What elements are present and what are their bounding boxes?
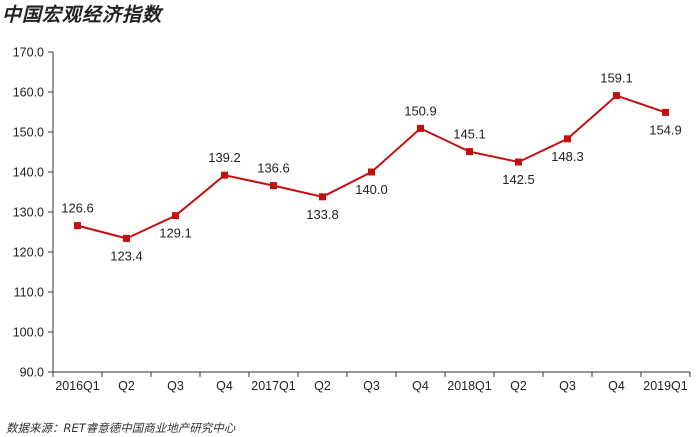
x-tick-label: Q3 xyxy=(559,379,576,393)
y-tick-label: 140.0 xyxy=(13,166,44,180)
data-point xyxy=(515,158,522,166)
data-label: 148.3 xyxy=(551,149,584,164)
y-tick-labels: 90.0 100.0 110.0 120.0 130.0 140.0 150.0 160.0 1… xyxy=(13,46,44,380)
x-tick-label: Q3 xyxy=(167,379,184,393)
data-point xyxy=(466,148,473,156)
data-point xyxy=(74,222,81,230)
x-tick-label: Q2 xyxy=(314,379,331,393)
y-tick-label: 120.0 xyxy=(13,246,44,260)
data-label: 129.1 xyxy=(159,226,192,241)
data-point xyxy=(123,234,130,242)
x-tick-label: Q2 xyxy=(118,379,135,393)
data-point xyxy=(368,168,375,176)
data-label: 154.9 xyxy=(649,122,682,137)
chart-title: 中国宏观经济指数 xyxy=(2,4,163,26)
data-label: 140.0 xyxy=(355,182,388,197)
x-tick-label: 2016Q1 xyxy=(55,379,100,393)
data-markers xyxy=(74,92,669,242)
series-line-path xyxy=(77,94,666,240)
data-label: 150.9 xyxy=(404,103,437,118)
data-label: 133.8 xyxy=(306,207,339,222)
data-label: 159.1 xyxy=(600,71,633,86)
data-labels: 126.6 123.4 129.1 139.2 136.6 133.8 140.0 150.9… xyxy=(61,71,682,264)
x-tick-label: Q4 xyxy=(412,379,429,393)
data-label: 126.6 xyxy=(61,201,94,216)
data-point xyxy=(172,212,179,220)
x-tick-labels: 2016Q1 Q2 Q3 Q4 2017Q1 Q2 Q3 Q4 2018Q1 Q2 Q3 Q4 2019… xyxy=(55,379,688,393)
y-tick-label: 170.0 xyxy=(13,46,44,60)
y-tick-label: 100.0 xyxy=(13,326,44,340)
data-point xyxy=(270,182,277,190)
y-tick-label: 160.0 xyxy=(13,86,44,100)
data-label: 142.5 xyxy=(502,172,535,187)
y-tick-label: 130.0 xyxy=(13,206,44,220)
data-label: 123.4 xyxy=(110,248,143,263)
y-tick-label: 90.0 xyxy=(20,366,44,380)
x-tick-label: Q4 xyxy=(216,379,233,393)
data-label: 139.2 xyxy=(208,150,241,165)
x-tick-label: 2019Q1 xyxy=(643,379,688,393)
x-tick-label: 2018Q1 xyxy=(447,379,492,393)
y-tick-label: 150.0 xyxy=(13,126,44,140)
data-point xyxy=(613,92,620,100)
x-tick-label: Q2 xyxy=(510,379,527,393)
x-tick-label: Q4 xyxy=(608,379,625,393)
data-label: 136.6 xyxy=(257,161,290,176)
data-point xyxy=(221,171,228,179)
y-tick-label: 110.0 xyxy=(14,286,44,300)
x-tick-label: 2017Q1 xyxy=(251,379,296,393)
data-point xyxy=(319,193,326,201)
axes xyxy=(48,51,691,377)
x-tick-label: Q3 xyxy=(363,379,380,393)
data-point xyxy=(662,108,669,116)
series-line xyxy=(77,94,666,240)
data-label: 145.1 xyxy=(453,127,486,142)
data-point xyxy=(417,124,424,132)
data-point xyxy=(564,135,571,143)
data-source: 数据来源：RET睿意德中国商业地产研究中心 xyxy=(6,421,236,435)
